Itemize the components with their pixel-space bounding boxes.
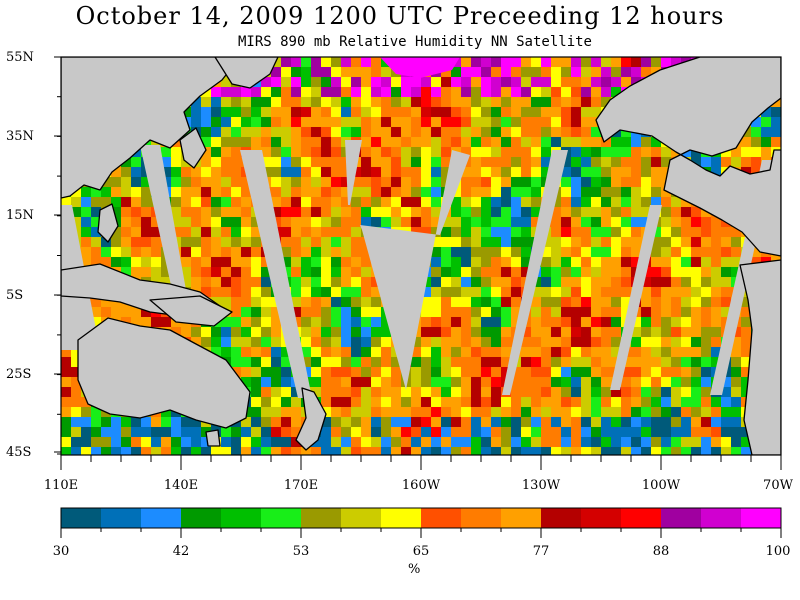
colorbar-swatch [381,508,422,528]
colorbar-swatch [741,508,782,528]
colorbar-swatch [181,508,222,528]
lon-label-170e: 170E [283,478,319,493]
colorbar-swatch [541,508,582,528]
colorbar-swatch [261,508,302,528]
land-kamchatka [214,57,279,89]
plot-area [61,57,781,455]
lon-label-130w: 130W [521,478,561,493]
colorbar-swatch [581,508,622,528]
swath-gap [140,145,186,290]
colorbar-swatch [61,508,102,528]
colorbar-swatch [621,508,662,528]
swath-gap [345,140,362,205]
colorbar-swatch [501,508,542,528]
land-new-zealand [295,387,327,451]
land-tasmania [205,429,221,447]
landmasses [61,57,781,455]
colorbar-swatch [701,508,742,528]
lat-label-15n: 15N [6,208,34,223]
high-humidity-patch [380,57,460,78]
lat-label-45s: 45S [6,445,32,460]
latitude-ticks [54,56,61,455]
colorbar-label-42: 42 [172,544,190,559]
land-asia [61,57,241,199]
colorbar [60,507,782,538]
colorbar-swatch [341,508,382,528]
land-south-america [739,259,781,455]
land-north-america [595,57,781,257]
map-title: October 14, 2009 1200 UTC Preceeding 12 … [75,2,725,30]
colorbar-swatch [301,508,342,528]
swath-gap [360,150,470,390]
lat-label-35n: 35N [6,129,34,144]
colorbar-label-77: 77 [532,544,550,559]
colorbar-swatch [141,508,182,528]
longitude-ticks [60,455,782,470]
colorbar-swatch [461,508,502,528]
lat-label-55n: 55N [6,50,34,65]
lon-label-140e: 140E [163,478,199,493]
lat-label-25s: 25S [6,367,32,382]
land-philippines [97,203,119,243]
colorbar-swatch [101,508,142,528]
colorbar-label-100: 100 [765,544,791,559]
colorbar-label-30: 30 [52,544,70,559]
lon-label-100w: 100W [641,478,681,493]
swath-gaps [61,140,774,398]
colorbar-unit: % [408,562,421,577]
lon-label-160w: 160W [401,478,441,493]
swath-gap [610,205,662,390]
colorbar-label-88: 88 [652,544,670,559]
colorbar-swatch [221,508,262,528]
colorbar-label-53: 53 [292,544,310,559]
lon-label-70w: 70W [763,478,793,493]
colorbar-label-65: 65 [412,544,430,559]
swath-gap [240,150,312,398]
lat-label-5s: 5S [6,288,24,303]
map-subtitle: MIRS 890 mb Relative Humidity NN Satelli… [237,34,592,50]
land-new-guinea [149,295,233,327]
colorbar-swatch [421,508,462,528]
land-japan [179,127,207,169]
lon-label-110e: 110E [43,478,79,493]
colorbar-swatch [661,508,702,528]
swath-gap [502,150,568,395]
land-australia [77,317,251,429]
